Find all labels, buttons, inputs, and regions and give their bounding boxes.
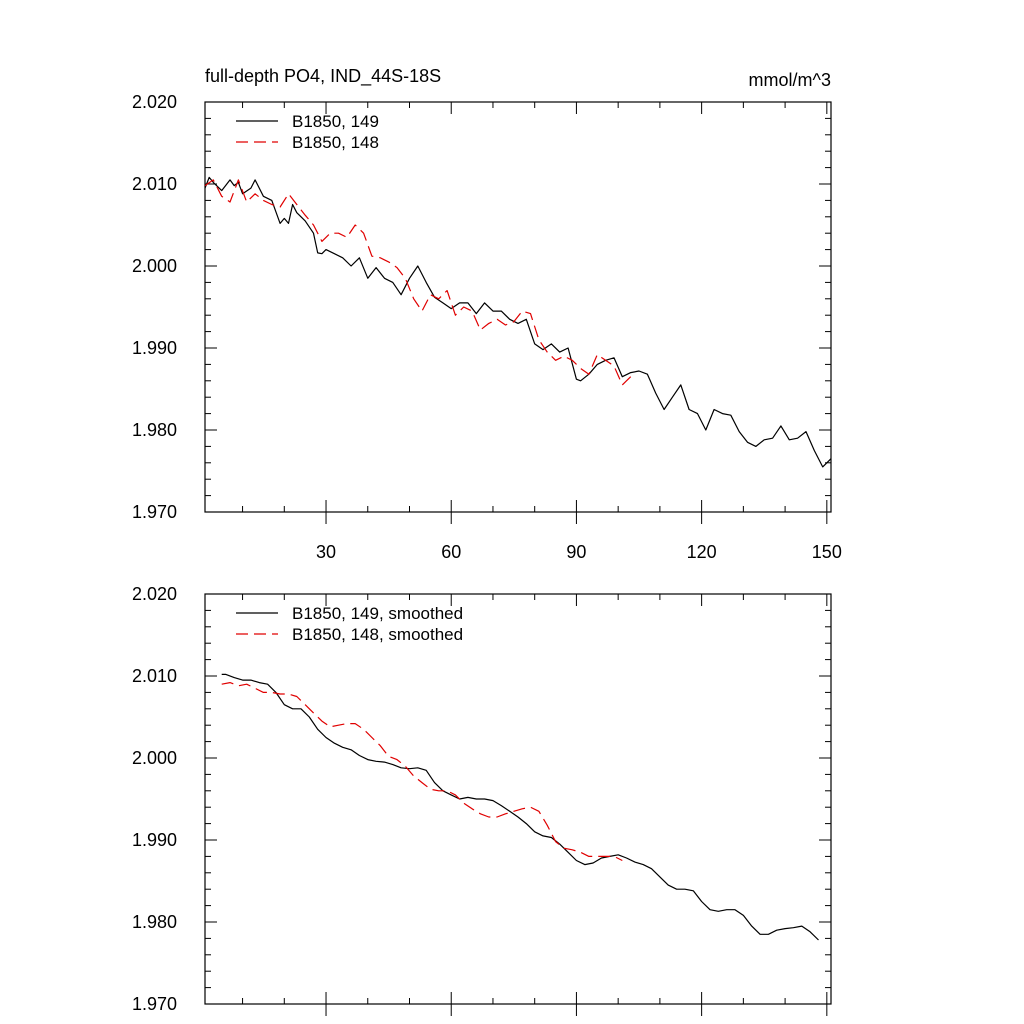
y-tick-label: 2.020 <box>132 584 177 604</box>
x-tick-label: 60 <box>441 542 461 562</box>
x-tick-label: 90 <box>566 542 586 562</box>
chart-title: full-depth PO4, IND_44S-18S <box>205 66 441 87</box>
y-tick-label: 1.980 <box>132 912 177 932</box>
y-tick-label: 1.980 <box>132 420 177 440</box>
y-tick-label: 2.010 <box>132 666 177 686</box>
series-line-1 <box>204 176 832 468</box>
legend-label-1: B1850, 149 <box>292 112 379 131</box>
legend-label-2: B1850, 148 <box>292 133 379 152</box>
plot-frame <box>204 101 832 513</box>
y-tick-label: 1.990 <box>132 338 177 358</box>
x-tick-label: 120 <box>687 542 717 562</box>
plot-frame <box>204 593 832 1005</box>
y-tick-label: 1.970 <box>132 994 177 1014</box>
series-line-1 <box>221 673 819 941</box>
x-tick-label: 150 <box>812 542 842 562</box>
series-line-2 <box>204 179 632 386</box>
x-tick-label: 30 <box>316 542 336 562</box>
y-tick-label: 1.990 <box>132 830 177 850</box>
y-tick-label: 2.000 <box>132 748 177 768</box>
y-tick-label: 1.970 <box>132 502 177 522</box>
legend-label-1: B1850, 149, smoothed <box>292 604 463 623</box>
series-line-2 <box>221 681 623 862</box>
units-label: mmol/m^3 <box>749 70 831 90</box>
y-tick-label: 2.010 <box>132 174 177 194</box>
legend-label-2: B1850, 148, smoothed <box>292 625 463 644</box>
bottom-panel: 1.970 1.980 1.990 2.000 2.010 2.020 B1850, 149… <box>132 584 832 1016</box>
top-panel: full-depth PO4, IND_44S-18S mmol/m^3 1.9… <box>132 66 842 562</box>
y-tick-label: 2.000 <box>132 256 177 276</box>
y-tick-label: 2.020 <box>132 92 177 112</box>
